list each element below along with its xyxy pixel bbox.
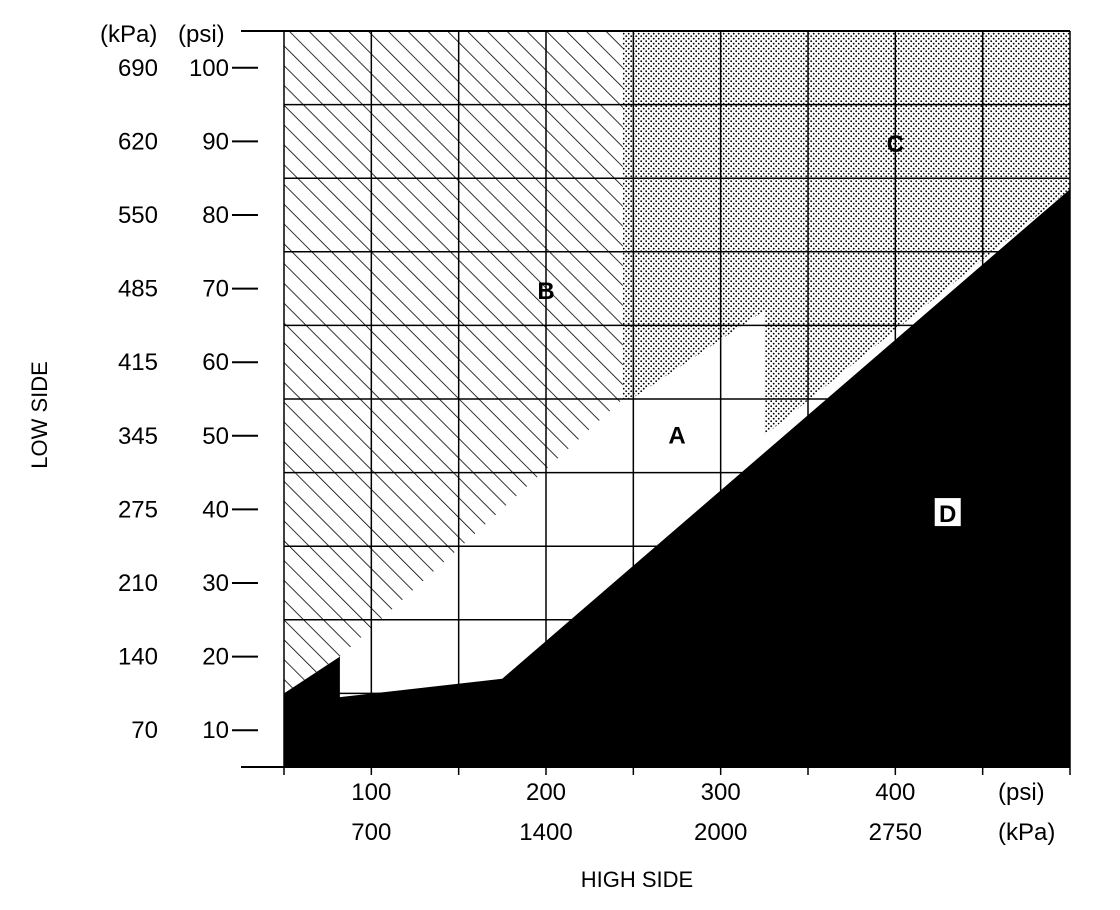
x-axis-title: HIGH SIDE bbox=[581, 867, 693, 892]
y-tick-label-kpa-60: 415 bbox=[118, 349, 158, 376]
y-tick-label-psi-70: 70 bbox=[202, 276, 229, 303]
y-tick-label-kpa-10: 70 bbox=[131, 717, 158, 744]
x-tick-label-psi-300: 300 bbox=[701, 779, 741, 806]
x-unit-secondary: (kPa) bbox=[998, 819, 1055, 846]
y-tick-label-kpa-50: 345 bbox=[118, 423, 158, 450]
x-unit-primary: (psi) bbox=[998, 779, 1045, 806]
x-tick-label-psi-400: 400 bbox=[875, 779, 915, 806]
chart-axes bbox=[232, 30, 1071, 775]
y-tick-label-kpa-40: 275 bbox=[118, 496, 158, 523]
region-label-c: C bbox=[887, 131, 904, 158]
y-tick-label-kpa-90: 620 bbox=[118, 128, 158, 155]
x-tick-label-psi-200: 200 bbox=[526, 779, 566, 806]
y-tick-label-psi-90: 90 bbox=[202, 128, 229, 155]
x-tick-label-kpa-300: 2000 bbox=[694, 819, 747, 846]
region-a bbox=[339, 310, 765, 698]
y-tick-label-kpa-80: 550 bbox=[118, 202, 158, 229]
y-tick-label-kpa-20: 140 bbox=[118, 644, 158, 671]
y-tick-label-kpa-30: 210 bbox=[118, 570, 158, 597]
y-unit-secondary: (kPa) bbox=[100, 21, 157, 48]
region-label-b: B bbox=[537, 278, 554, 305]
region-label-bg-d bbox=[934, 498, 961, 527]
tick-labels: 10 70 20 140 30 210 40 275 50 345 60 415 70 485 80 550 9… bbox=[118, 55, 922, 846]
y-tick-label-psi-60: 60 bbox=[202, 349, 229, 376]
region-labels: A B C D bbox=[537, 131, 961, 528]
y-tick-label-psi-10: 10 bbox=[202, 717, 229, 744]
region-d bbox=[284, 189, 1070, 767]
y-tick-label-psi-80: 80 bbox=[202, 202, 229, 229]
region-label-d: D bbox=[939, 501, 956, 528]
y-unit-primary: (psi) bbox=[178, 21, 225, 48]
x-tick-label-kpa-400: 2750 bbox=[869, 819, 922, 846]
y-tick-label-psi-40: 40 bbox=[202, 496, 229, 523]
y-axis-title: LOW SIDE bbox=[27, 361, 52, 469]
region-b bbox=[284, 31, 623, 694]
y-tick-label-psi-100: 100 bbox=[189, 55, 229, 82]
x-tick-label-kpa-100: 700 bbox=[351, 819, 391, 846]
region-c bbox=[622, 31, 1070, 436]
y-tick-label-psi-30: 30 bbox=[202, 570, 229, 597]
region-label-a: A bbox=[668, 422, 685, 449]
x-tick-label-kpa-200: 1400 bbox=[519, 819, 572, 846]
x-tick-label-psi-100: 100 bbox=[351, 779, 391, 806]
y-tick-label-kpa-70: 485 bbox=[118, 276, 158, 303]
y-tick-label-psi-20: 20 bbox=[202, 644, 229, 671]
y-tick-label-kpa-100: 690 bbox=[118, 55, 158, 82]
y-tick-label-psi-50: 50 bbox=[202, 423, 229, 450]
chart-grid bbox=[284, 30, 1070, 767]
chart-regions bbox=[284, 31, 1070, 767]
